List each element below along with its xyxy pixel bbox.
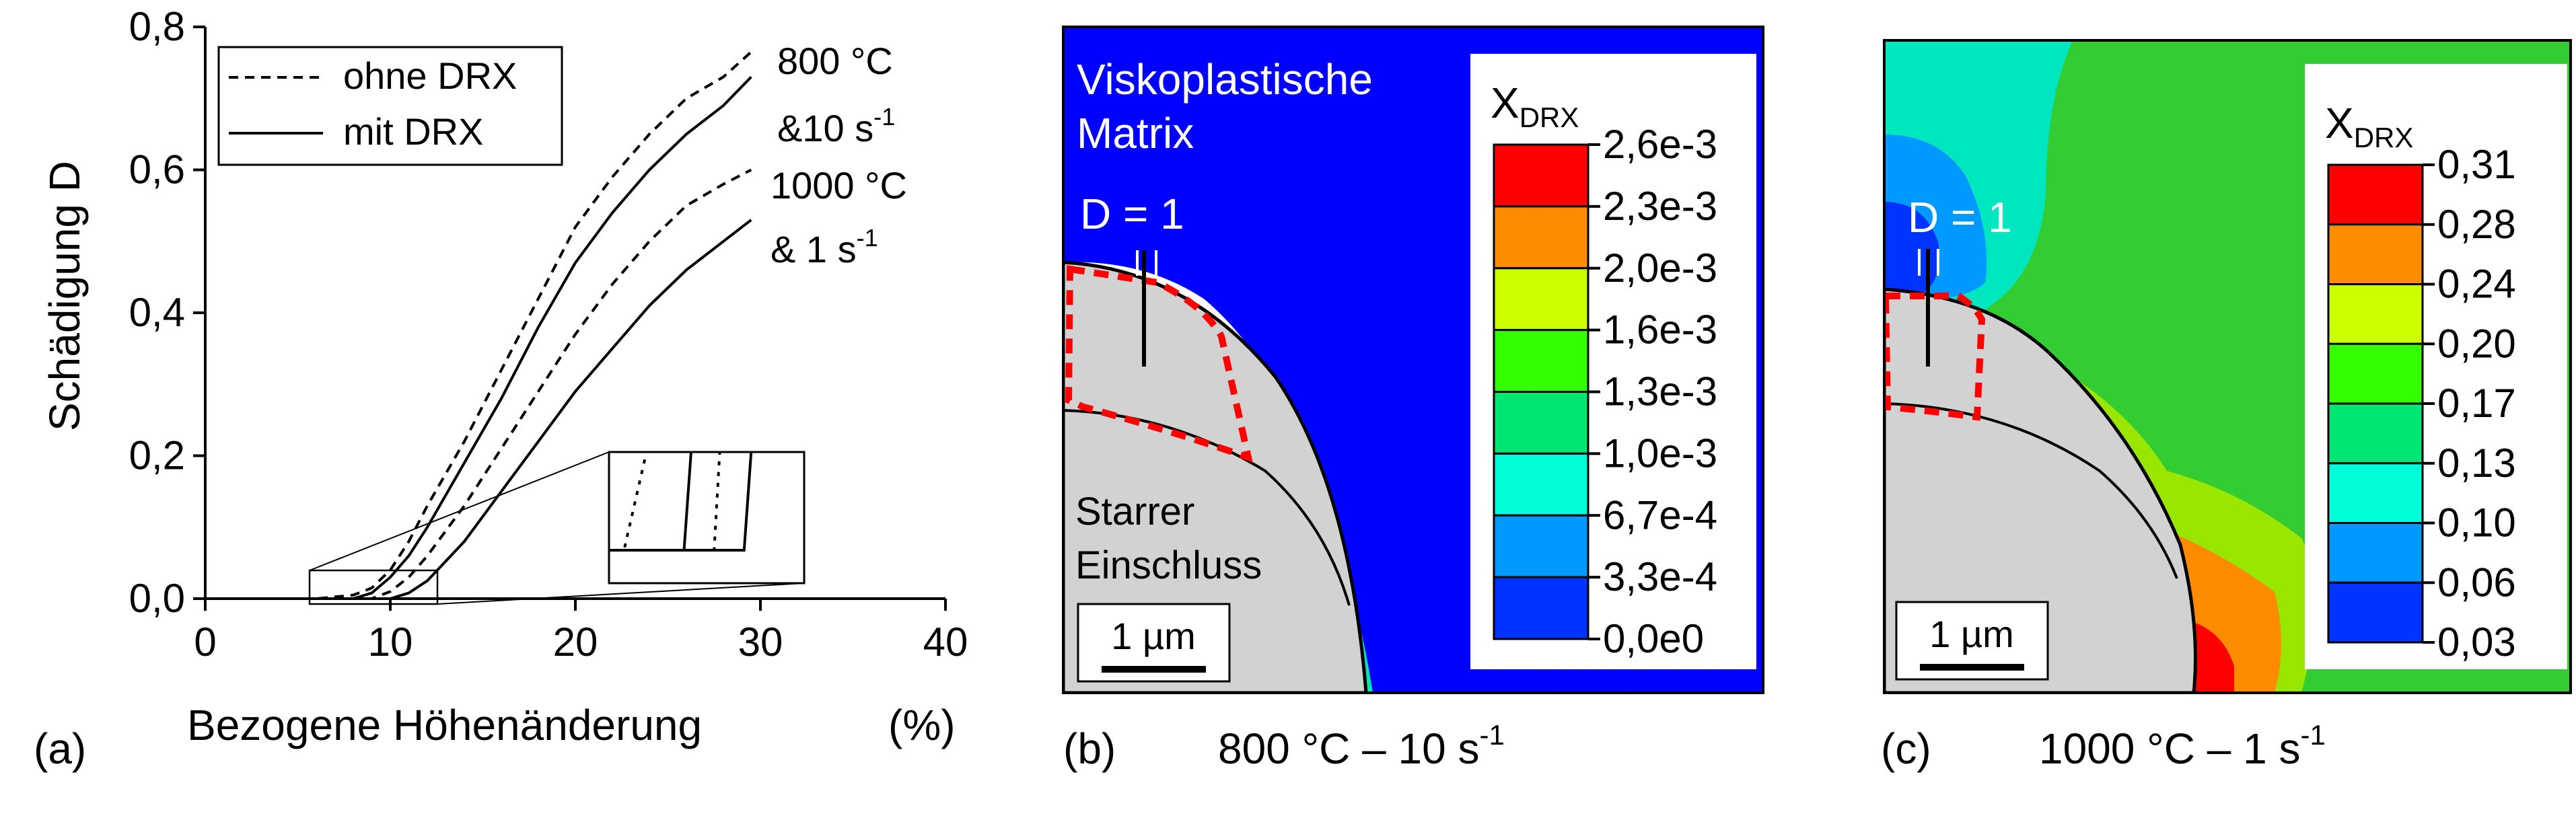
colorbar-tick-label: 6,7e-4 (1603, 492, 1717, 537)
x-tick-label: 10 (368, 620, 413, 665)
series-layer (205, 50, 752, 599)
series-line (205, 219, 752, 599)
y-tick-label: 0,2 (129, 433, 185, 478)
legend-label: ohne DRX (343, 54, 517, 97)
colorbar-tick-label: 0,31 (2437, 142, 2516, 187)
panel-caption-b: 800 °C – 10 s-1 (1218, 719, 1505, 773)
colorbar: XDRX 2,6e-3 2,3e-3 2,0e-3 1,6e-3 1,3e-3 1,0e-3… (1470, 54, 1756, 669)
colorbar-swatch (1493, 143, 1589, 208)
colorbar-swatch (2327, 342, 2424, 405)
legend-label: mit DRX (343, 110, 483, 153)
scale-bar: 1 µm (1895, 601, 2049, 681)
svg-text:&10 s-1: &10 s-1 (777, 103, 895, 149)
matrix-label: Viskoplastische (1077, 55, 1373, 104)
colorbar-title: XDRX (1491, 79, 1579, 133)
series-line (205, 168, 752, 599)
y-axis: 0,0 0,2 0,4 0,6 0,8 (129, 4, 207, 621)
colorbar-tick-label: 1,0e-3 (1603, 430, 1717, 476)
colorbar-tick-label: 0,28 (2437, 202, 2516, 247)
panel-label-c: (c) (1881, 724, 1931, 773)
panel-label-a: (a) (34, 724, 86, 773)
colorbar-tick-label: 0,20 (2437, 321, 2516, 366)
colorbar-tick-label: 2,3e-3 (1603, 184, 1717, 229)
colorbar-swatch (2327, 283, 2424, 345)
contour-plot-800: Viskoplastische Matrix D = 1 Starrer Ein… (1062, 26, 1764, 773)
series-line (205, 76, 752, 599)
damage-zone-outline (1884, 293, 1986, 421)
colorbar-swatch (1493, 205, 1589, 270)
zoom-connector (309, 451, 610, 571)
y-tick-label: 0,0 (129, 576, 185, 621)
x-axis-unit: (%) (888, 701, 956, 749)
damage-label: D = 1 (1908, 193, 2012, 241)
series-line (205, 50, 752, 599)
matrix-label: Matrix (1077, 109, 1194, 157)
scale-bar: 1 µm (1077, 603, 1231, 683)
damage-chart: 0 10 20 30 40 0,0 0,2 0,4 0,6 0,8 ohne DRX mit D… (34, 4, 968, 773)
inclusion-inner-arc (1884, 402, 2178, 579)
y-axis-label: Schädigung D (40, 161, 89, 431)
colorbar-swatch (2327, 522, 2424, 584)
svg-text:1 µm: 1 µm (1111, 615, 1196, 657)
colorbar-swatch (1493, 267, 1589, 332)
svg-text:1000 °C: 1000 °C (771, 164, 907, 206)
inclusion-label: Einschluss (1075, 543, 1262, 587)
y-tick-label: 0,8 (129, 4, 185, 49)
x-axis: 0 10 20 30 40 (194, 597, 968, 665)
colorbar-swatch (2327, 462, 2424, 524)
colorbar-swatch (1493, 452, 1589, 517)
x-axis-label: Bezogene Höhenänderung (187, 701, 702, 749)
x-ticks: 0 10 20 30 40 (194, 599, 968, 665)
colorbar-swatch (2327, 223, 2424, 285)
svg-text:& 1 s-1: & 1 s-1 (771, 224, 878, 270)
colorbar-tick-label: 1,3e-3 (1603, 369, 1717, 414)
colorbar-tick-label: 3,3e-4 (1603, 554, 1717, 599)
svg-text:800 °C: 800 °C (777, 40, 893, 82)
colorbar-swatch (2327, 581, 2424, 644)
x-tick-label: 30 (738, 620, 783, 665)
x-tick-label: 40 (923, 620, 968, 665)
inclusion-label: Starrer (1075, 490, 1194, 533)
svg-text:1 µm: 1 µm (1929, 613, 2014, 655)
colorbar-tick-label: 0,03 (2437, 620, 2516, 665)
colorbar-tick-label: 0,13 (2437, 441, 2516, 486)
curve-label-800: 800 °C &10 s-1 (777, 40, 895, 149)
zoom-inset (608, 451, 806, 585)
field-band (1884, 202, 1939, 296)
panel-label-b: (b) (1063, 724, 1116, 773)
colorbar-swatch (1493, 391, 1589, 455)
colorbar-tick-label: 0,17 (2437, 381, 2516, 426)
y-tick-label: 0,6 (129, 147, 185, 192)
zoom-connector (437, 583, 805, 605)
colorbar-tick-label: 0,0e0 (1603, 616, 1704, 661)
colorbar-swatch (1493, 329, 1589, 393)
x-tick-label: 0 (194, 620, 216, 665)
colorbar-tick-label: 1,6e-3 (1603, 307, 1717, 352)
colorbar-title: XDRX (2325, 99, 2413, 153)
colorbar-tick-label: 0,06 (2437, 560, 2516, 605)
y-ticks: 0,0 0,2 0,4 0,6 0,8 (129, 4, 205, 621)
y-tick-label: 0,4 (129, 290, 185, 335)
legend: ohne DRX mit DRX (217, 46, 563, 166)
colorbar-tick-label: 2,6e-3 (1603, 122, 1717, 167)
damage-label: D = 1 (1080, 190, 1184, 238)
curve-label-1000: 1000 °C & 1 s-1 (771, 164, 907, 270)
colorbar-swatch (1493, 514, 1589, 578)
colorbar: XDRX 0,31 0,28 0,24 0,20 0,17 0,13 0,10 0,06 0,03 (2305, 64, 2567, 669)
x-tick-label: 20 (553, 620, 598, 665)
colorbar-tick-label: 2,0e-3 (1603, 246, 1717, 291)
colorbar-swatch (1493, 576, 1589, 640)
contour-plot-1000: D = 1 1 µm XDRX 0,31 0,28 0,24 0,20 0,17 0,13 0… (1881, 39, 2572, 773)
colorbar-tick-label: 0,10 (2437, 500, 2516, 546)
zoom-region (308, 569, 439, 605)
rigid-inclusion (1884, 287, 2197, 693)
colorbar-tick-label: 0,24 (2437, 262, 2516, 307)
colorbar-swatch (2327, 163, 2424, 226)
colorbar-swatch (2327, 402, 2424, 465)
damage-zone-outline (1065, 265, 1253, 463)
panel-caption-c: 1000 °C – 1 s-1 (2039, 719, 2326, 773)
